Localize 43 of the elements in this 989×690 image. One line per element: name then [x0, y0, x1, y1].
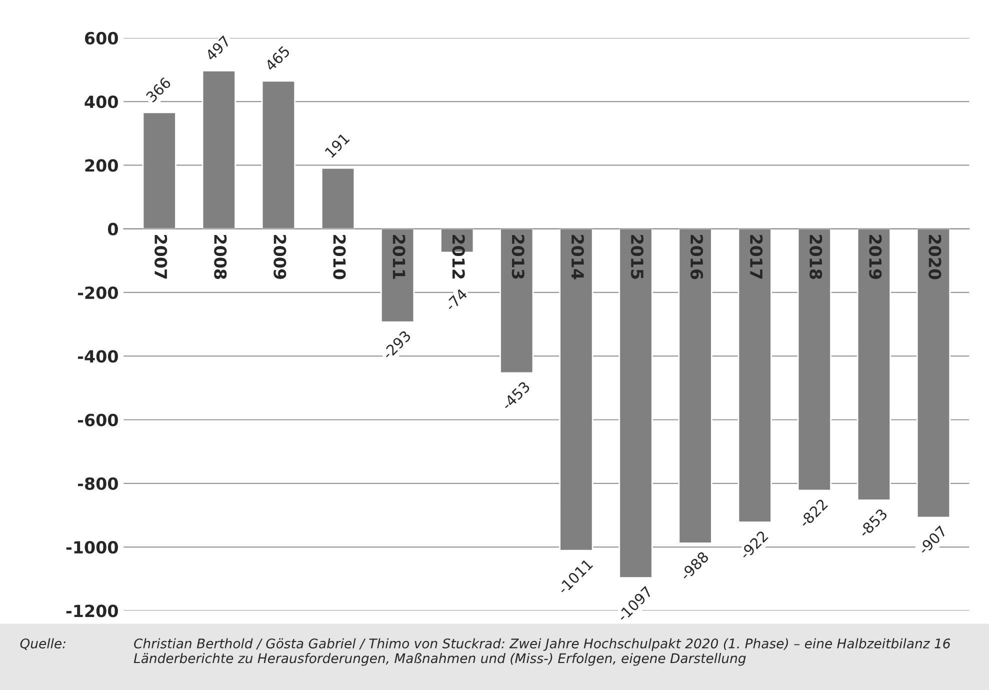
bar [320, 167, 356, 230]
bar [142, 112, 176, 230]
y-tick-label: -400 [78, 350, 118, 363]
x-tick-label: 2015 [630, 234, 644, 279]
y-tick-label: 600 [85, 32, 118, 45]
x-tick-label: 2008 [214, 234, 227, 279]
x-tick-label: 2007 [154, 234, 168, 279]
data-label: 465 [264, 45, 290, 72]
y-tick-label: 0 [108, 222, 118, 236]
data-label: -74 [444, 288, 468, 312]
x-tick-label: 2017 [750, 234, 763, 279]
bar [678, 228, 712, 544]
y-tick-label: 200 [85, 159, 118, 172]
y-tick-label: 400 [84, 96, 118, 108]
y-tick-label: -1000 [66, 540, 118, 554]
text: Christian Berthold / Gösta Gabriel / Thimo von Stuckrad: Zwei Jahre Hochschulpakt 2020 (1. Phase) – eine Halbzeitbilanz 16 Länderberichte zu Herausforderungen, Maßnahmen und (Miss-) Erfolgen, eigene Darstellung [134, 638, 950, 666]
y-tick-label: -800 [78, 477, 118, 490]
bar [618, 228, 653, 579]
x-tick-label: 2009 [274, 234, 286, 279]
x-tick-label: 2010 [333, 234, 346, 280]
bar [738, 228, 772, 523]
x-tick-label: 2020 [928, 234, 942, 280]
bar [202, 70, 236, 230]
data-label: 191 [324, 132, 350, 158]
x-tick-label: 2018 [810, 234, 822, 279]
bar [261, 80, 296, 230]
bar [559, 228, 594, 552]
bar [916, 228, 951, 518]
x-tick-label: 2014 [571, 234, 584, 280]
bar [797, 228, 832, 492]
bar [856, 228, 892, 501]
data-label: 497 [204, 35, 231, 62]
y-tick-label: -1200 [66, 604, 118, 618]
y-tick-label: -600 [78, 414, 118, 426]
bar [380, 228, 415, 323]
x-tick-label: 2016 [690, 234, 704, 280]
x-tick-label: 2011 [392, 234, 406, 279]
y-tick-label: -200 [78, 286, 118, 300]
x-tick-label: 2012 [452, 234, 465, 279]
source-note: Quelle: [20, 638, 66, 650]
bar [500, 228, 534, 374]
x-tick-label: 2019 [869, 234, 882, 279]
x-tick-label: 2013 [512, 234, 524, 279]
